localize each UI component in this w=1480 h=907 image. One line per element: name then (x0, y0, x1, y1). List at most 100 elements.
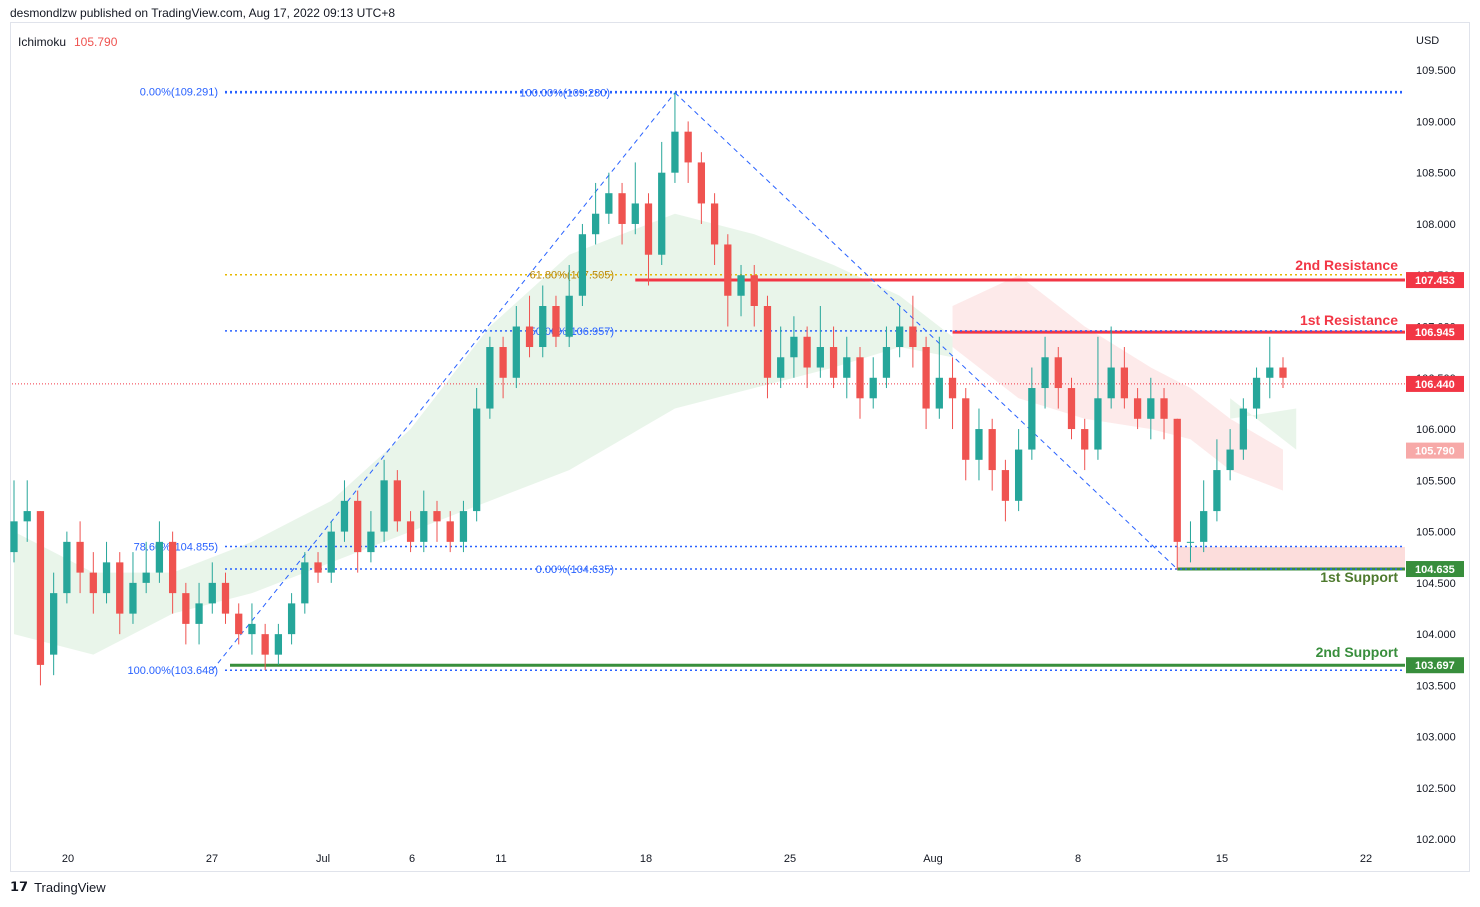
candle (420, 490, 428, 553)
candle (790, 316, 798, 378)
candle (23, 480, 31, 542)
candle (142, 541, 150, 594)
candle-body (1173, 418, 1181, 542)
candle-body (935, 377, 943, 409)
candle (433, 500, 441, 542)
candle-body (1067, 388, 1076, 430)
candle-body (433, 511, 441, 522)
price-tick-label: 102.000 (1416, 834, 1456, 846)
fib-label: 100.00%(109.280) (519, 88, 610, 100)
candle-body (1213, 470, 1221, 512)
candle-body (1041, 357, 1049, 389)
candle (486, 336, 494, 419)
price-tag-label: 107.453 (1415, 275, 1455, 287)
candle-body (446, 521, 454, 542)
candle-body (1094, 398, 1102, 450)
price-tick-label: 104.000 (1416, 629, 1456, 641)
candle (816, 306, 824, 378)
level-annotation: 2nd Resistance (1295, 257, 1398, 273)
candle-body (1266, 367, 1274, 378)
candle-body (962, 398, 970, 460)
candle-body (327, 531, 335, 573)
price-tick-label: 106.000 (1416, 424, 1456, 436)
candle-body (63, 541, 71, 594)
candle-body (948, 377, 957, 399)
price-tag-bg (1406, 657, 1464, 674)
candle (1213, 439, 1221, 522)
candle-body (248, 623, 256, 635)
price-tag-bg (1406, 375, 1464, 392)
candle-body (168, 541, 177, 594)
candle-body (578, 234, 587, 296)
candle-body (473, 408, 481, 512)
candle-body (380, 480, 388, 532)
candle-body (1028, 388, 1036, 450)
candle (301, 552, 309, 614)
candle-body (486, 347, 494, 409)
price-tag-label: 105.790 (1415, 446, 1455, 458)
candle (1239, 398, 1247, 460)
candle (314, 552, 322, 583)
candle-body (1186, 541, 1195, 543)
price-tick-label: 104.500 (1416, 578, 1456, 590)
candle (406, 511, 415, 553)
candle (829, 326, 838, 389)
candle-body (129, 582, 137, 614)
candle (948, 357, 957, 430)
candle (235, 603, 243, 645)
price-tag-bg (1406, 561, 1464, 578)
candle (36, 511, 45, 686)
candle-body (777, 357, 785, 378)
candle-body (261, 634, 269, 655)
candle (1133, 388, 1142, 430)
candle-body (367, 531, 375, 553)
candle (1160, 388, 1168, 440)
level-annotation: 1st Support (1320, 569, 1398, 585)
candle (367, 511, 375, 563)
candle (274, 623, 283, 665)
candle (578, 223, 587, 306)
candle-body (644, 203, 653, 255)
fib-label: 100.00%(103.648) (127, 665, 218, 677)
price-tag-label: 103.697 (1415, 660, 1455, 672)
time-tick-label: 8 (1075, 853, 1081, 865)
candle-body (737, 275, 745, 296)
candle-body (340, 500, 349, 532)
candle (1147, 377, 1155, 440)
candle-body (512, 326, 520, 378)
level-annotation: 2nd Support (1316, 644, 1399, 660)
fib-label: 0.00%(104.635) (536, 564, 614, 576)
candle-body (631, 203, 639, 224)
time-tick-label: 22 (1360, 853, 1372, 865)
candle-body (1226, 449, 1234, 471)
candle-body (658, 172, 666, 255)
candles-layer (10, 92, 1287, 686)
candle-body (195, 603, 203, 624)
annotation-layer: 2nd Resistance 1st Resistance 1st Support 2… (1295, 257, 1398, 660)
candle-body (76, 541, 84, 573)
candle (380, 459, 388, 542)
candle-body (116, 562, 124, 614)
candle-body (896, 326, 904, 348)
candle-body (856, 357, 864, 399)
candle-body (1200, 511, 1208, 542)
tradingview-logo-icon: 𝟭𝟳 (10, 879, 29, 894)
price-tag-label: 106.440 (1415, 379, 1455, 391)
fib-trend-line (674, 92, 1178, 570)
time-tick-label: 27 (206, 853, 218, 865)
candle (1186, 521, 1195, 563)
candle (354, 490, 362, 573)
candle (208, 562, 216, 614)
price-tick-label: 108.000 (1416, 219, 1456, 231)
candle-body (301, 562, 309, 604)
candle (327, 521, 335, 583)
candle (1173, 418, 1181, 570)
candle-body (909, 326, 917, 348)
price-tag-label: 106.945 (1415, 327, 1455, 339)
candle (1081, 418, 1089, 471)
chart-frame (10, 22, 1470, 872)
candle-body (221, 582, 230, 614)
candle-body (684, 131, 692, 163)
candle (962, 388, 970, 481)
